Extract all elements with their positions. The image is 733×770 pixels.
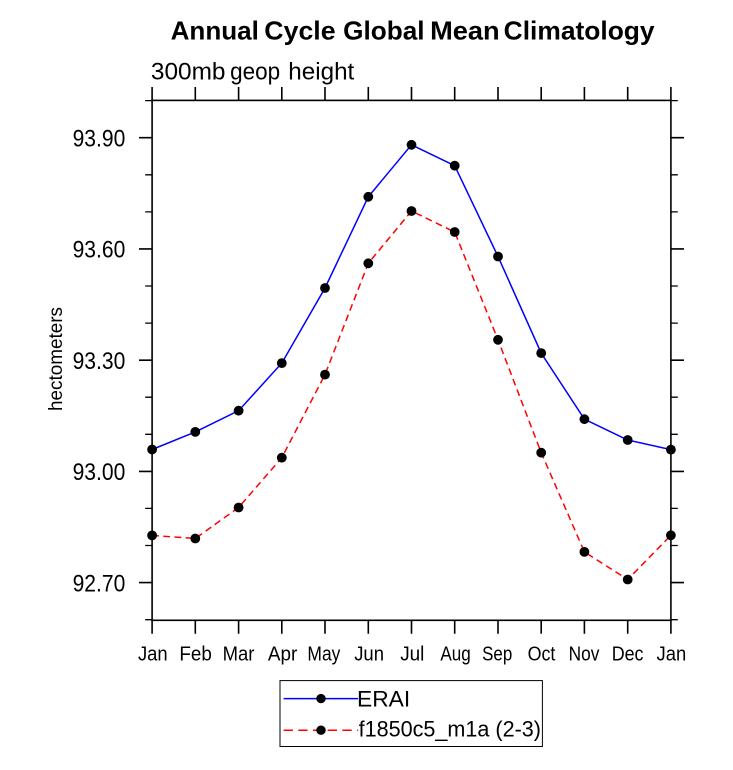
svg-text:Mar: Mar	[223, 643, 255, 665]
svg-text:Global: Global	[343, 16, 424, 46]
svg-text:Jan: Jan	[657, 643, 687, 665]
svg-text:Apr: Apr	[268, 643, 298, 665]
svg-text:Oct: Oct	[528, 643, 556, 665]
svg-text:hectometers: hectometers	[45, 307, 67, 411]
svg-text:Jun: Jun	[354, 643, 384, 665]
svg-text:Jan: Jan	[138, 643, 168, 665]
svg-text:Feb: Feb	[179, 643, 211, 665]
svg-text:f1850c5_m1a (2-3): f1850c5_m1a (2-3)	[359, 717, 541, 742]
svg-text:height: height	[288, 59, 354, 85]
svg-text:93.60: 93.60	[73, 237, 126, 264]
svg-text:Annual: Annual	[171, 16, 259, 46]
svg-text:Jul: Jul	[400, 643, 424, 665]
svg-text:93.00: 93.00	[73, 459, 126, 486]
svg-text:geop: geop	[230, 59, 280, 85]
svg-text:Cycle: Cycle	[264, 16, 335, 46]
svg-text:Dec: Dec	[612, 643, 644, 665]
svg-text:ERAI: ERAI	[357, 687, 410, 712]
svg-text:93.30: 93.30	[73, 348, 126, 375]
svg-text:Nov: Nov	[569, 643, 600, 665]
svg-text:Aug: Aug	[440, 643, 470, 665]
svg-text:300mb: 300mb	[151, 59, 226, 85]
svg-text:93.90: 93.90	[73, 125, 126, 152]
svg-text:Sep: Sep	[482, 643, 512, 665]
svg-text:Climatology: Climatology	[504, 16, 655, 46]
svg-text:92.70: 92.70	[73, 570, 126, 597]
svg-text:May: May	[307, 643, 341, 665]
svg-text:Mean: Mean	[430, 16, 500, 46]
